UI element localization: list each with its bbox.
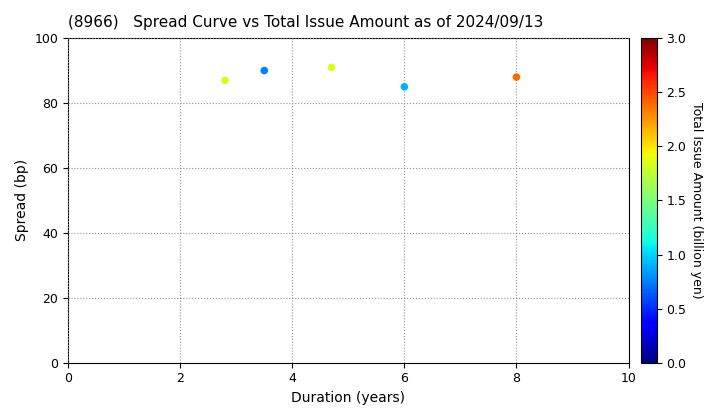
Text: (8966)   Spread Curve vs Total Issue Amount as of 2024/09/13: (8966) Spread Curve vs Total Issue Amoun… bbox=[68, 15, 544, 30]
Point bbox=[399, 84, 410, 90]
Y-axis label: Total Issue Amount (billion yen): Total Issue Amount (billion yen) bbox=[690, 102, 703, 299]
Point bbox=[510, 74, 522, 80]
Point bbox=[325, 64, 337, 71]
Point bbox=[258, 67, 270, 74]
Point bbox=[220, 77, 231, 84]
Y-axis label: Spread (bp): Spread (bp) bbox=[15, 159, 29, 242]
X-axis label: Duration (years): Duration (years) bbox=[292, 391, 405, 405]
